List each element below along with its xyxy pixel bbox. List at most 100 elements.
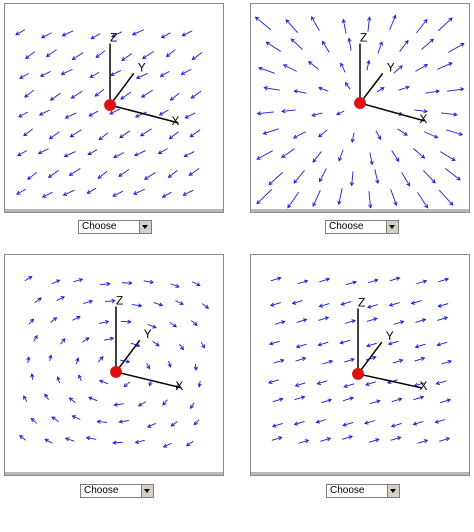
vector-arrow [312, 190, 321, 207]
vector-arrow [112, 190, 124, 197]
vector-arrow [133, 188, 145, 195]
vector-arrowhead [444, 277, 450, 282]
vector-arrow [50, 92, 61, 101]
vector-arrowhead [368, 204, 373, 209]
vector-arrow [391, 150, 400, 162]
vector-arrow [56, 296, 65, 301]
vector-arrowhead [48, 354, 53, 359]
chevron-down-icon[interactable] [141, 485, 153, 497]
vector-arrow [415, 64, 428, 72]
vector-arrowhead [160, 34, 166, 39]
vector-arrow [439, 437, 450, 442]
field-plot-4: Z Y X [267, 276, 453, 444]
field-choice-dropdown-1[interactable]: Choose [78, 220, 152, 234]
vector-arrow [393, 65, 403, 74]
vector-arrowhead [399, 320, 405, 325]
vector-arrow [168, 360, 171, 368]
vector-arrows [15, 29, 203, 198]
vector-arrowhead [175, 283, 180, 288]
vector-arrow [272, 398, 283, 403]
vector-arrow [31, 418, 38, 424]
vector-arrowhead [365, 381, 370, 387]
vector-arrow [375, 130, 382, 140]
vector-arrowhead [201, 344, 205, 349]
vector-arrowhead [447, 359, 453, 364]
vector-arrow [121, 53, 133, 61]
vector-arrow [19, 435, 27, 441]
vector-arrowhead [437, 303, 442, 308]
vector-arrow [413, 421, 424, 425]
vector-arrow [367, 17, 370, 32]
vector-arrow [398, 86, 410, 91]
field-choice-dropdown-2[interactable]: Choose [325, 220, 399, 234]
vector-arrow [308, 61, 319, 70]
vector-arrowhead [75, 357, 80, 362]
vector-arrowhead [419, 395, 425, 400]
vector-arrow [273, 359, 284, 364]
field-choice-dropdown-3[interactable]: Choose [80, 484, 154, 498]
vector-arrow [365, 381, 376, 386]
vector-arrow [295, 357, 306, 362]
vector-arrowhead [95, 53, 100, 59]
vector-arrowhead [328, 359, 334, 364]
field-plot-2: Z Y X [254, 14, 465, 209]
vector-arrow [366, 342, 377, 347]
vector-arrowhead [378, 41, 383, 46]
vector-arrowhead [119, 134, 124, 139]
vector-arrow [46, 49, 57, 57]
vector-arrowhead [421, 318, 427, 323]
vector-arrow [200, 341, 205, 349]
vector-field-panel-3: Z Y X [4, 254, 224, 476]
vector-arrow [441, 360, 452, 365]
vector-arrow [50, 317, 57, 323]
vector-arrowhead [364, 420, 369, 425]
vector-arrow [18, 111, 29, 118]
vector-arrowhead [256, 155, 261, 160]
vector-arrowhead [90, 35, 95, 40]
vector-arrow [438, 278, 449, 283]
vector-arrow [322, 360, 333, 365]
vector-arrow [40, 70, 51, 77]
vector-arrowhead [134, 113, 140, 118]
x-axis-label: X [419, 112, 427, 126]
dropdown-selected-value: Choose [329, 221, 364, 232]
vector-arrow [256, 150, 274, 160]
vector-arrow [120, 320, 131, 323]
vector-arrowhead [302, 318, 308, 323]
vector-arrowhead [89, 73, 94, 78]
vector-arrow [15, 29, 26, 36]
vector-arrow [24, 89, 35, 98]
chevron-down-icon[interactable] [387, 485, 399, 497]
vector-arrow [298, 439, 309, 444]
vector-arrow [42, 191, 53, 198]
vector-arrowhead [112, 440, 117, 445]
vector-arrow [185, 112, 196, 119]
vector-arrowhead [167, 363, 172, 368]
vector-arrowhead [406, 182, 411, 187]
vector-arrowhead [281, 320, 286, 325]
vector-arrowhead [132, 191, 138, 195]
vector-arrowhead [55, 279, 61, 284]
vector-arrowhead [318, 303, 324, 308]
vector-arrow [268, 172, 284, 186]
vector-arrowhead [162, 401, 167, 406]
vector-arrowhead [123, 383, 128, 388]
vector-arrowhead [162, 443, 168, 448]
vector-arrowhead [290, 38, 295, 43]
vector-arrow [258, 67, 275, 74]
z-axis-label: Z [360, 31, 367, 45]
vector-arrowhead [422, 279, 428, 284]
vector-arrowhead [280, 358, 285, 363]
vector-arrowhead [188, 171, 193, 176]
vector-arrowhead [303, 279, 309, 284]
chevron-down-icon[interactable] [139, 221, 151, 233]
vector-arrowhead [60, 71, 66, 76]
vector-arrow [166, 49, 176, 57]
vector-arrow [413, 148, 425, 159]
vector-arrow [65, 112, 77, 119]
vector-arrowhead [301, 356, 307, 361]
chevron-down-icon[interactable] [386, 221, 398, 233]
vector-arrow [190, 402, 195, 409]
vector-arrow [119, 420, 129, 423]
field-choice-dropdown-4[interactable]: Choose [326, 484, 400, 498]
